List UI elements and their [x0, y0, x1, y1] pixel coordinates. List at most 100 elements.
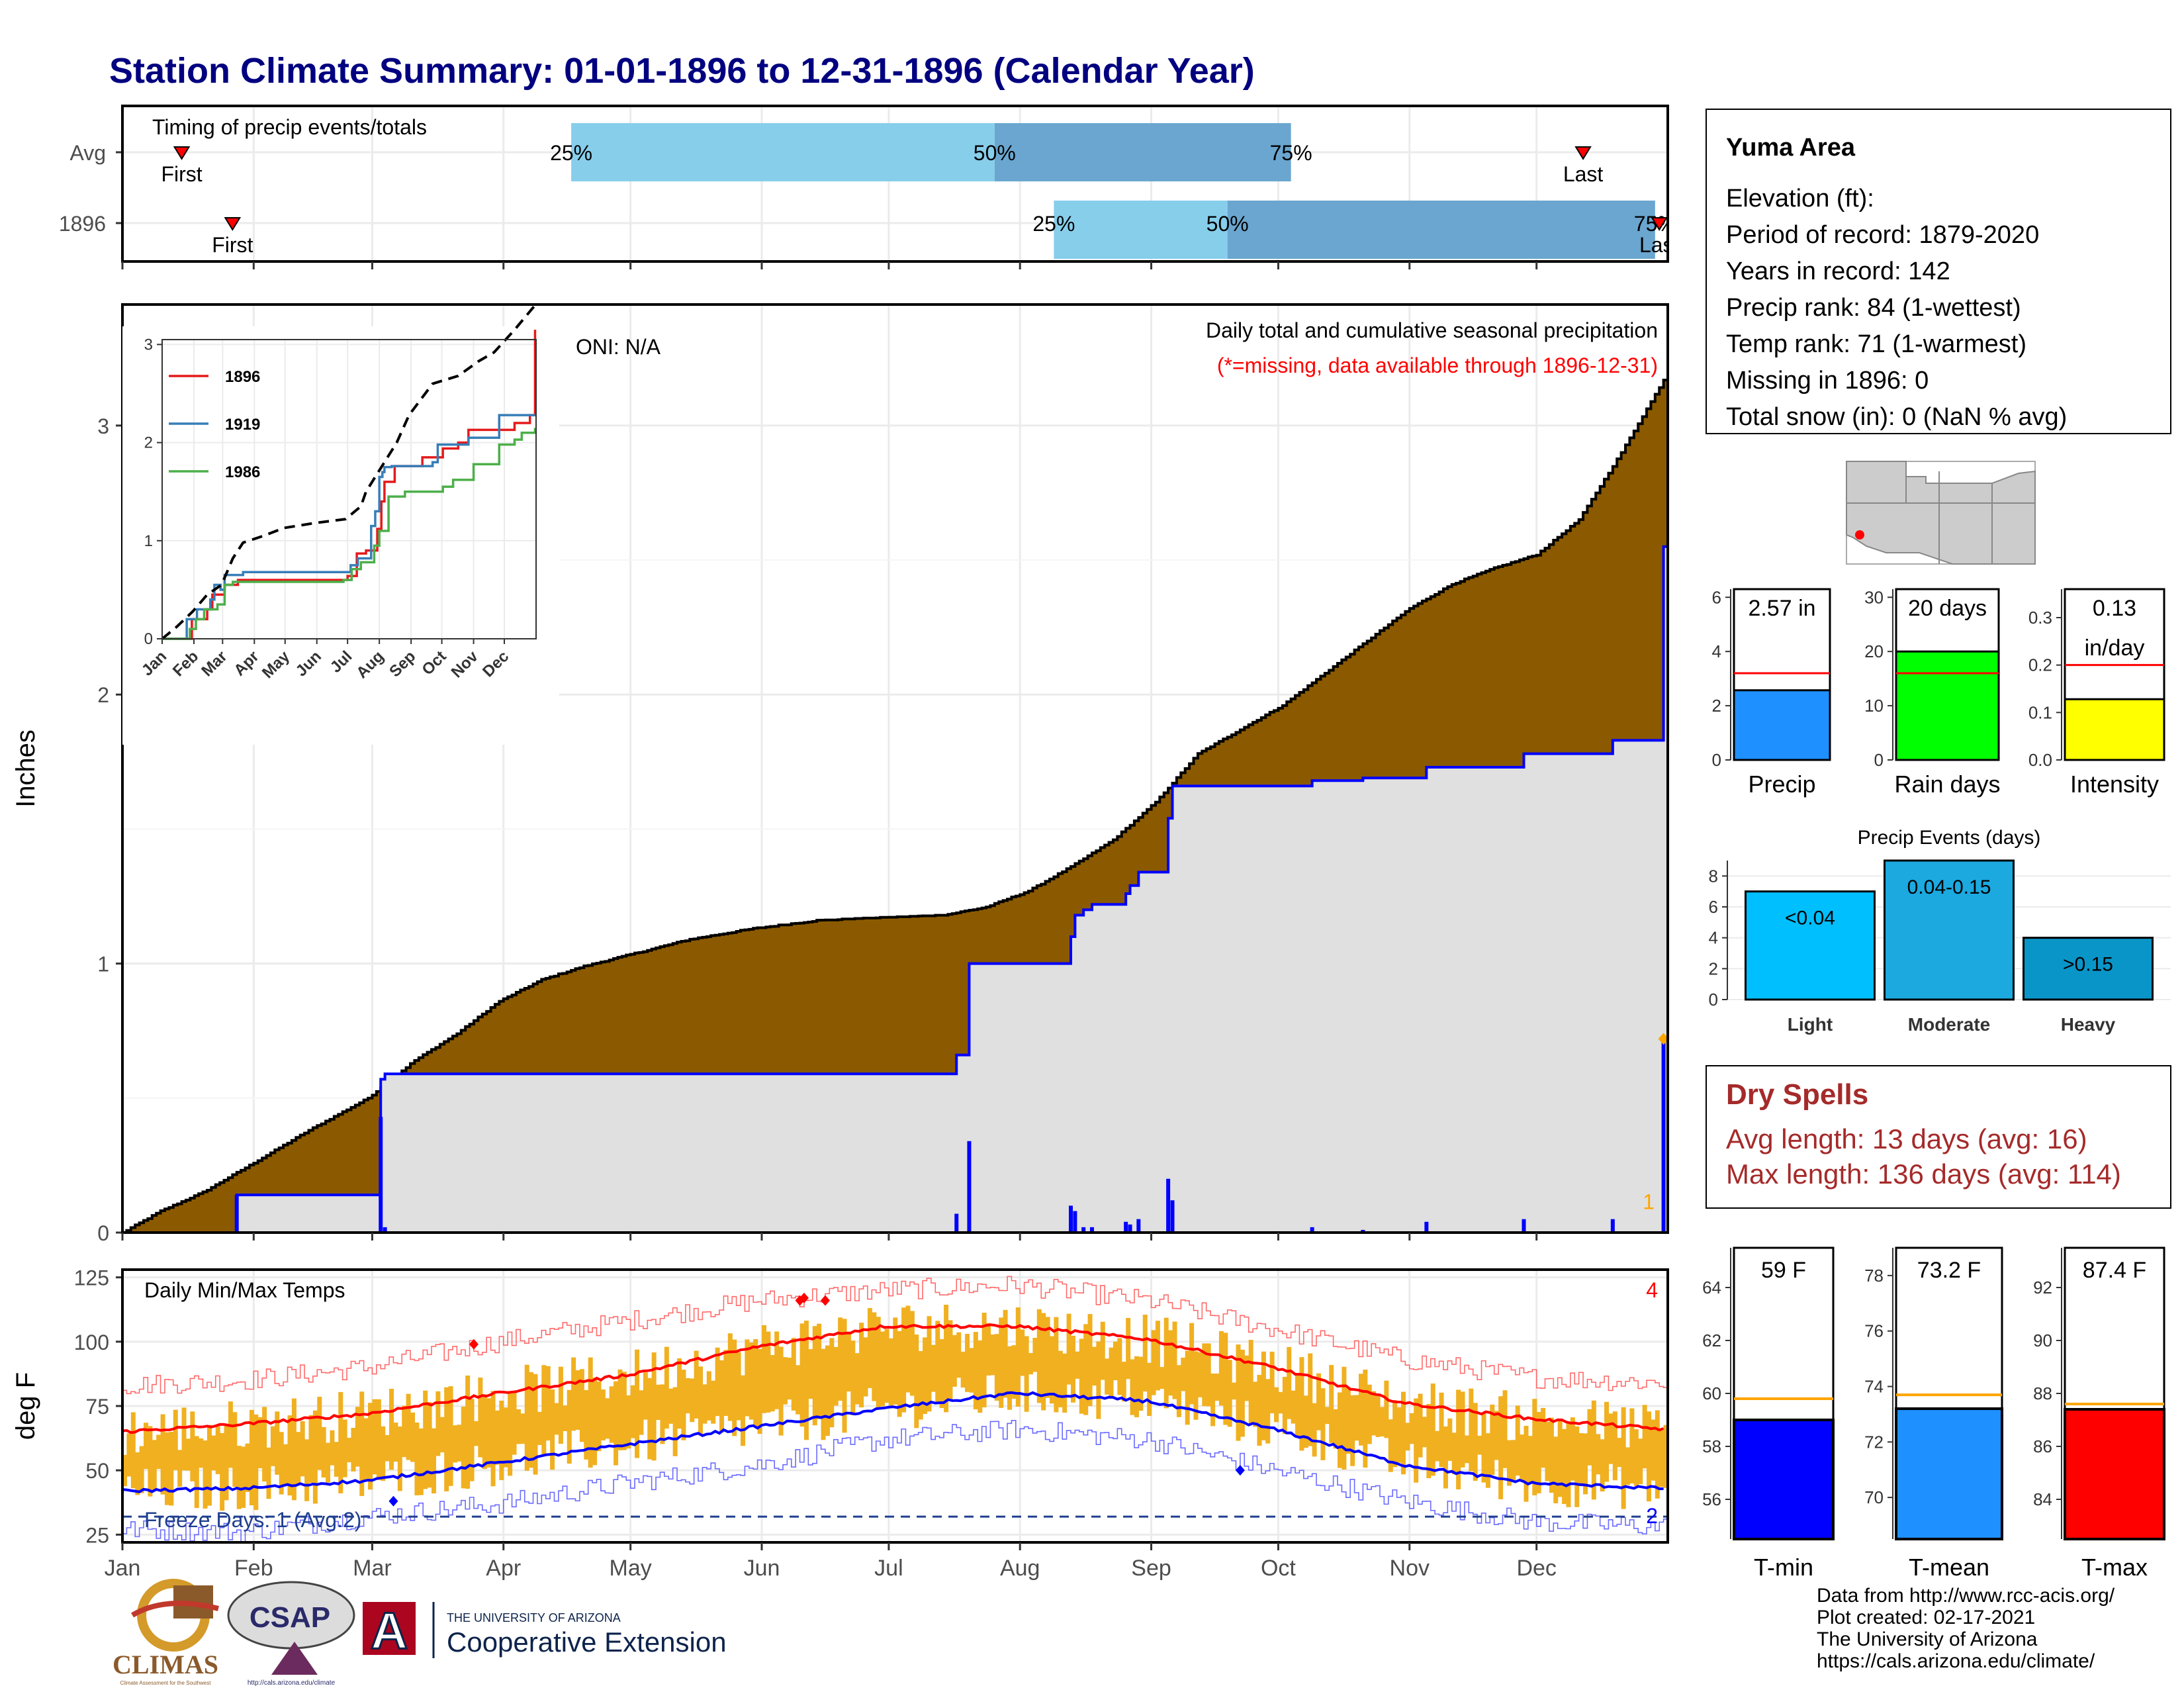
daily-temp-bar [232, 1412, 238, 1487]
daily-temp-bar [1147, 1362, 1152, 1417]
temp-summary-tick-label: 86 [2033, 1436, 2052, 1456]
summary-value-label: 20 days [1908, 596, 1987, 621]
daily-temp-bar [808, 1349, 813, 1399]
precip-y-axis-label: Inches [11, 729, 40, 808]
ua-logo-block [363, 1602, 416, 1655]
daily-temp-bar [994, 1334, 999, 1401]
daily-temp-bar [727, 1333, 733, 1421]
daily-temp-bar [1647, 1411, 1652, 1502]
daily-temp-bar [1583, 1433, 1588, 1495]
record-min-line [122, 1420, 1668, 1542]
daily-temp-bar [1367, 1384, 1372, 1444]
temp-y-tick-label: 125 [74, 1266, 109, 1290]
daily-temp-bar [715, 1347, 720, 1417]
daily-temp-bar [177, 1450, 183, 1487]
daily-temp-bar [1587, 1409, 1592, 1466]
temp-summary-name: T-max [2081, 1554, 2148, 1581]
last-label: Last [1563, 162, 1604, 186]
daily-temp-bar [1253, 1382, 1258, 1427]
daily-temp-bar [931, 1344, 936, 1392]
temp-summary-bar [1895, 1407, 2003, 1540]
daily-temp-bar [1443, 1426, 1448, 1489]
daily-temp-bar [630, 1385, 635, 1438]
daily-temp-bar [414, 1422, 420, 1495]
climas-logo-swoosh [130, 1601, 219, 1618]
daily-temp-bar [465, 1375, 471, 1489]
station-location-dot [1855, 530, 1864, 539]
daily-temp-bar [545, 1366, 551, 1441]
precip-y-tick-label: 0 [97, 1221, 109, 1245]
daily-temp-bar [579, 1369, 584, 1442]
daily-temp-bar [1549, 1417, 1554, 1493]
station-info-line: Elevation (ft): [1726, 185, 1874, 212]
daily-temp-bar [1257, 1375, 1262, 1446]
daily-temp-bar [275, 1411, 280, 1475]
daily-temp-bar [1375, 1393, 1381, 1437]
daily-temp-bar [1469, 1388, 1474, 1472]
daily-temp-bar [1058, 1350, 1063, 1407]
daily-temp-bar [741, 1375, 745, 1446]
daily-temp-bar [1392, 1400, 1398, 1468]
daily-temp-bar [486, 1398, 492, 1468]
daily-temp-bar [1244, 1355, 1250, 1401]
credit-line: Data from http://www.rcc-acis.org/ [1817, 1585, 2115, 1607]
daily-temp-bar [381, 1426, 386, 1481]
daily-temp-bar [1617, 1438, 1622, 1468]
daily-temp-bar [444, 1387, 449, 1491]
daily-temp-bar [761, 1325, 766, 1413]
daily-temp-bar [1015, 1307, 1021, 1407]
daily-temp-bar [330, 1430, 335, 1466]
daily-temp-bar [537, 1411, 542, 1445]
daily-temp-bar [1663, 1425, 1668, 1488]
precip-summary-bars: 0 2 4 6 2.57 in Precip 0 10 20 30 20 days Rain days… [1712, 587, 2165, 798]
summary-bar [1733, 689, 1831, 761]
daily-temp-bar [643, 1372, 648, 1420]
daily-temp-bar [563, 1405, 568, 1432]
daily-temp-bar [1629, 1408, 1635, 1484]
daily-temp-bar [1142, 1314, 1148, 1392]
daily-temp-bar [1477, 1435, 1482, 1455]
events-tick-label: 6 [1709, 897, 1718, 917]
events-tick-label: 8 [1709, 866, 1718, 886]
timing-frame [121, 105, 1669, 263]
inset-legend-label: 1896 [225, 368, 260, 386]
daily-temp-bar [948, 1320, 953, 1400]
events-bar-label: 0.04-0.15 [1907, 876, 1991, 898]
daily-temp-bar [1274, 1387, 1279, 1423]
daily-temp-bar [1396, 1407, 1402, 1463]
daily-temp-bar [300, 1421, 305, 1477]
events-category-label: Heavy [2061, 1014, 2116, 1035]
daily-temp-bar [842, 1319, 847, 1433]
daily-temp-bar [893, 1317, 898, 1405]
inset-legend-label: 1986 [225, 463, 260, 481]
temp-summary-value: 87.4 F [2083, 1258, 2146, 1283]
daily-temp-bar [338, 1391, 343, 1493]
daily-temp-bar [872, 1312, 877, 1401]
daily-temp-bar [1278, 1391, 1283, 1414]
daily-temp-bar [605, 1398, 610, 1439]
daily-temp-bar [782, 1357, 788, 1405]
daily-temp-bar [1282, 1376, 1287, 1434]
daily-temp-bar [1566, 1422, 1571, 1507]
daily-temp-bar [1011, 1345, 1017, 1399]
daily-temp-bar [986, 1323, 991, 1376]
daily-temp-bar [609, 1386, 614, 1443]
record-marker [820, 1295, 830, 1306]
station-info-box: Yuma Area Elevation (ft): Period of record… [1706, 109, 2171, 434]
daily-temp-bar [749, 1342, 754, 1420]
last-marker [1574, 146, 1592, 160]
summary-tick-label: 6 [1712, 587, 1721, 607]
daily-temp-bar [1642, 1405, 1647, 1469]
daily-temp-bar [1532, 1399, 1537, 1495]
daily-temp-bar [1240, 1349, 1245, 1437]
daily-temp-bar [478, 1378, 483, 1458]
daily-temp-bar [1032, 1337, 1038, 1372]
daily-temp-bar [1545, 1421, 1550, 1481]
record-marker [469, 1338, 478, 1350]
daily-temp-bar [1070, 1335, 1075, 1403]
daily-temp-bar [698, 1366, 704, 1436]
daily-temp-bar [1291, 1390, 1296, 1424]
daily-temp-bar [1515, 1405, 1520, 1476]
timing-row-label: Avg [69, 141, 106, 165]
daily-temp-bar [753, 1339, 758, 1427]
